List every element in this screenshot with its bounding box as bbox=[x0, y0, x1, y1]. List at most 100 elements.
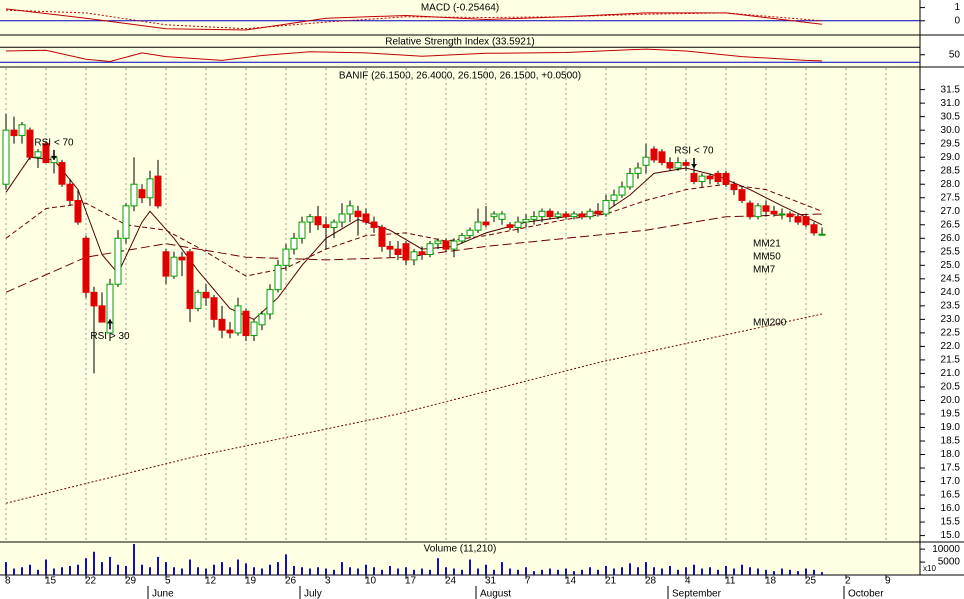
y-tick-label: 29.5 bbox=[941, 138, 961, 149]
volume-unit: x10 bbox=[923, 564, 936, 573]
candle-body bbox=[330, 221, 338, 228]
candle-body bbox=[762, 205, 770, 212]
volume-bar bbox=[45, 559, 47, 575]
volume-bar bbox=[821, 572, 823, 575]
candle-body bbox=[290, 237, 298, 250]
x-tick-label: 4 bbox=[685, 576, 691, 587]
x-tick-label: 26 bbox=[285, 576, 297, 587]
volume-bar bbox=[525, 567, 527, 575]
y-tick-label: 20.0 bbox=[941, 395, 961, 406]
volume-bar bbox=[565, 568, 567, 575]
volume-bar bbox=[573, 571, 575, 575]
candle-body bbox=[258, 313, 266, 326]
y-tick-label: 5000 bbox=[938, 557, 961, 568]
y-tick-label: 19.0 bbox=[941, 422, 961, 433]
volume-bar bbox=[637, 567, 639, 575]
annotation: RSI > 30 bbox=[90, 331, 130, 342]
month-label: October bbox=[848, 589, 884, 599]
y-tick-label: 31.5 bbox=[941, 84, 961, 95]
volume-bar bbox=[709, 567, 711, 575]
candle-body bbox=[306, 216, 314, 223]
y-tick-label: 25.0 bbox=[941, 260, 961, 271]
volume-bar bbox=[29, 564, 31, 575]
candle-body bbox=[466, 229, 474, 237]
volume-bar bbox=[685, 567, 687, 575]
candle-body bbox=[362, 213, 370, 223]
volume-bar bbox=[661, 568, 663, 575]
volume-bar bbox=[517, 569, 519, 575]
x-tick-label: 17 bbox=[405, 576, 417, 587]
volume-bar bbox=[229, 567, 231, 575]
candle-body bbox=[226, 329, 234, 334]
y-tick-label: 27.0 bbox=[941, 206, 961, 217]
annotation: RSI < 70 bbox=[674, 146, 714, 157]
candle-body bbox=[410, 251, 418, 261]
candle-body bbox=[618, 186, 626, 196]
candle-body bbox=[450, 240, 458, 250]
volume-bar bbox=[269, 564, 271, 575]
volume-bar bbox=[53, 568, 55, 575]
y-tick-label: 15.5 bbox=[941, 517, 961, 528]
volume-bar bbox=[653, 567, 655, 575]
volume-bar bbox=[421, 568, 423, 575]
candle-body bbox=[250, 321, 258, 337]
y-tick-label: 24.0 bbox=[941, 287, 961, 298]
y-tick-label: 15.0 bbox=[941, 530, 961, 541]
volume-bar bbox=[69, 565, 71, 575]
volume-bar bbox=[749, 567, 751, 575]
y-tick-label: 22.5 bbox=[941, 328, 961, 339]
candle-body bbox=[418, 251, 426, 255]
candle-body bbox=[66, 183, 74, 201]
candle-body bbox=[178, 256, 186, 261]
y-tick-label: 16.0 bbox=[941, 503, 961, 514]
candle-body bbox=[42, 143, 50, 164]
x-tick-label: 21 bbox=[605, 576, 617, 587]
volume-bar bbox=[605, 565, 607, 575]
y-tick-label: 27.5 bbox=[941, 192, 961, 203]
y-tick-label: 26.5 bbox=[941, 219, 961, 230]
ma-label: MM50 bbox=[753, 252, 781, 263]
volume-bar bbox=[5, 562, 7, 575]
y-tick-label: 17.5 bbox=[941, 463, 961, 474]
x-tick-label: 3 bbox=[325, 576, 331, 587]
volume-bar bbox=[37, 569, 39, 575]
y-tick-label: 28.5 bbox=[941, 165, 961, 176]
volume-bar bbox=[477, 568, 479, 575]
y-tick-label: 28.0 bbox=[941, 179, 961, 190]
candle-body bbox=[138, 189, 146, 199]
month-label: August bbox=[480, 589, 511, 599]
candle-body bbox=[154, 175, 162, 207]
annotation-arrowhead bbox=[51, 155, 57, 160]
candle-body bbox=[434, 240, 442, 245]
candle-body bbox=[698, 175, 706, 183]
x-tick-label: 10 bbox=[365, 576, 377, 587]
candle-body bbox=[530, 216, 538, 220]
y-tick-label: 18.0 bbox=[941, 449, 961, 460]
x-tick-label: 28 bbox=[645, 576, 657, 587]
volume-bar bbox=[757, 568, 759, 575]
y-tick-label: 25.5 bbox=[941, 246, 961, 257]
chart-title: BANIF (26.1500, 26.4000, 26.1500, 26.150… bbox=[339, 71, 581, 82]
candle-body bbox=[378, 226, 386, 247]
volume-bar bbox=[397, 568, 399, 575]
candle-body bbox=[442, 240, 450, 250]
volume-bar bbox=[349, 567, 351, 575]
volume-bar bbox=[85, 558, 87, 575]
volume-bar bbox=[789, 569, 791, 575]
candle-body bbox=[482, 221, 490, 226]
volume-bar bbox=[301, 567, 303, 575]
volume-bar bbox=[469, 559, 471, 575]
candle-body bbox=[586, 210, 594, 218]
volume-bar bbox=[581, 569, 583, 575]
volume-bar bbox=[669, 565, 671, 575]
volume-bar bbox=[597, 569, 599, 575]
candle-body bbox=[626, 172, 634, 188]
y-tick-label: 21.5 bbox=[941, 355, 961, 366]
volume-bar bbox=[285, 554, 287, 575]
volume-bar bbox=[701, 568, 703, 575]
candle-body bbox=[690, 172, 698, 183]
y-tick-label: 22.0 bbox=[941, 341, 961, 352]
volume-bar bbox=[341, 562, 343, 575]
volume-bar bbox=[237, 559, 239, 575]
candle-body bbox=[570, 213, 578, 218]
